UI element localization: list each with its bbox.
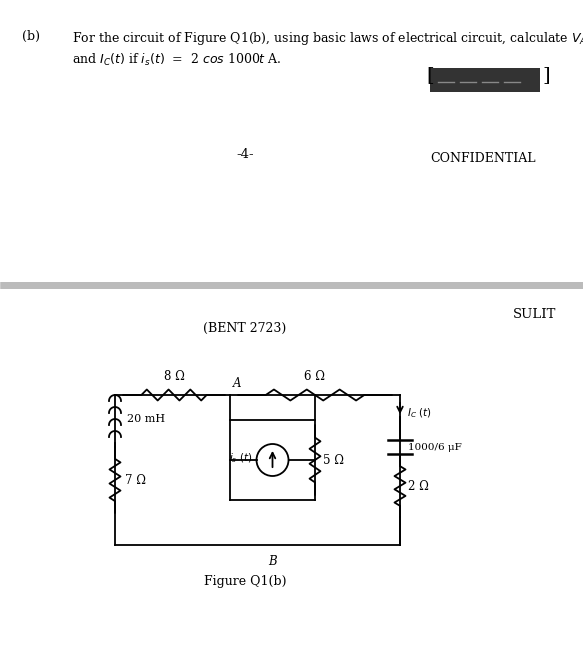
Text: For the circuit of Figure Q1(b), using basic laws of electrical circuit, calcula: For the circuit of Figure Q1(b), using b… (72, 30, 583, 47)
Text: B: B (268, 555, 277, 568)
Text: ]: ] (542, 66, 550, 84)
Text: CONFIDENTIAL: CONFIDENTIAL (430, 152, 536, 165)
Text: (BENT 2723): (BENT 2723) (203, 322, 287, 335)
Text: Figure Q1(b): Figure Q1(b) (203, 575, 286, 588)
Text: 20 mH: 20 mH (127, 414, 165, 424)
Bar (430, 68, 540, 92)
Text: -4-: -4- (236, 148, 254, 161)
Text: 1000/6 μF: 1000/6 μF (408, 443, 462, 451)
Text: $i_s$ $(t)$: $i_s$ $(t)$ (229, 451, 252, 465)
Text: SULIT: SULIT (512, 308, 556, 321)
Text: $I_C$ $(t)$: $I_C$ $(t)$ (407, 406, 432, 420)
Text: 6 Ω: 6 Ω (304, 370, 325, 383)
Text: A: A (233, 377, 241, 390)
Text: 2 Ω: 2 Ω (408, 480, 429, 493)
Text: (b): (b) (22, 30, 40, 43)
Text: 7 Ω: 7 Ω (125, 474, 146, 487)
Text: 8 Ω: 8 Ω (164, 370, 184, 383)
Text: [: [ (426, 66, 434, 84)
Text: 5 Ω: 5 Ω (323, 453, 344, 466)
Text: and $I_C(t)$ if $i_s(t)$  =  2 $\it{cos}$ 1000$\it{t}$ A.: and $I_C(t)$ if $i_s(t)$ = 2 $\it{cos}$ … (72, 52, 282, 68)
